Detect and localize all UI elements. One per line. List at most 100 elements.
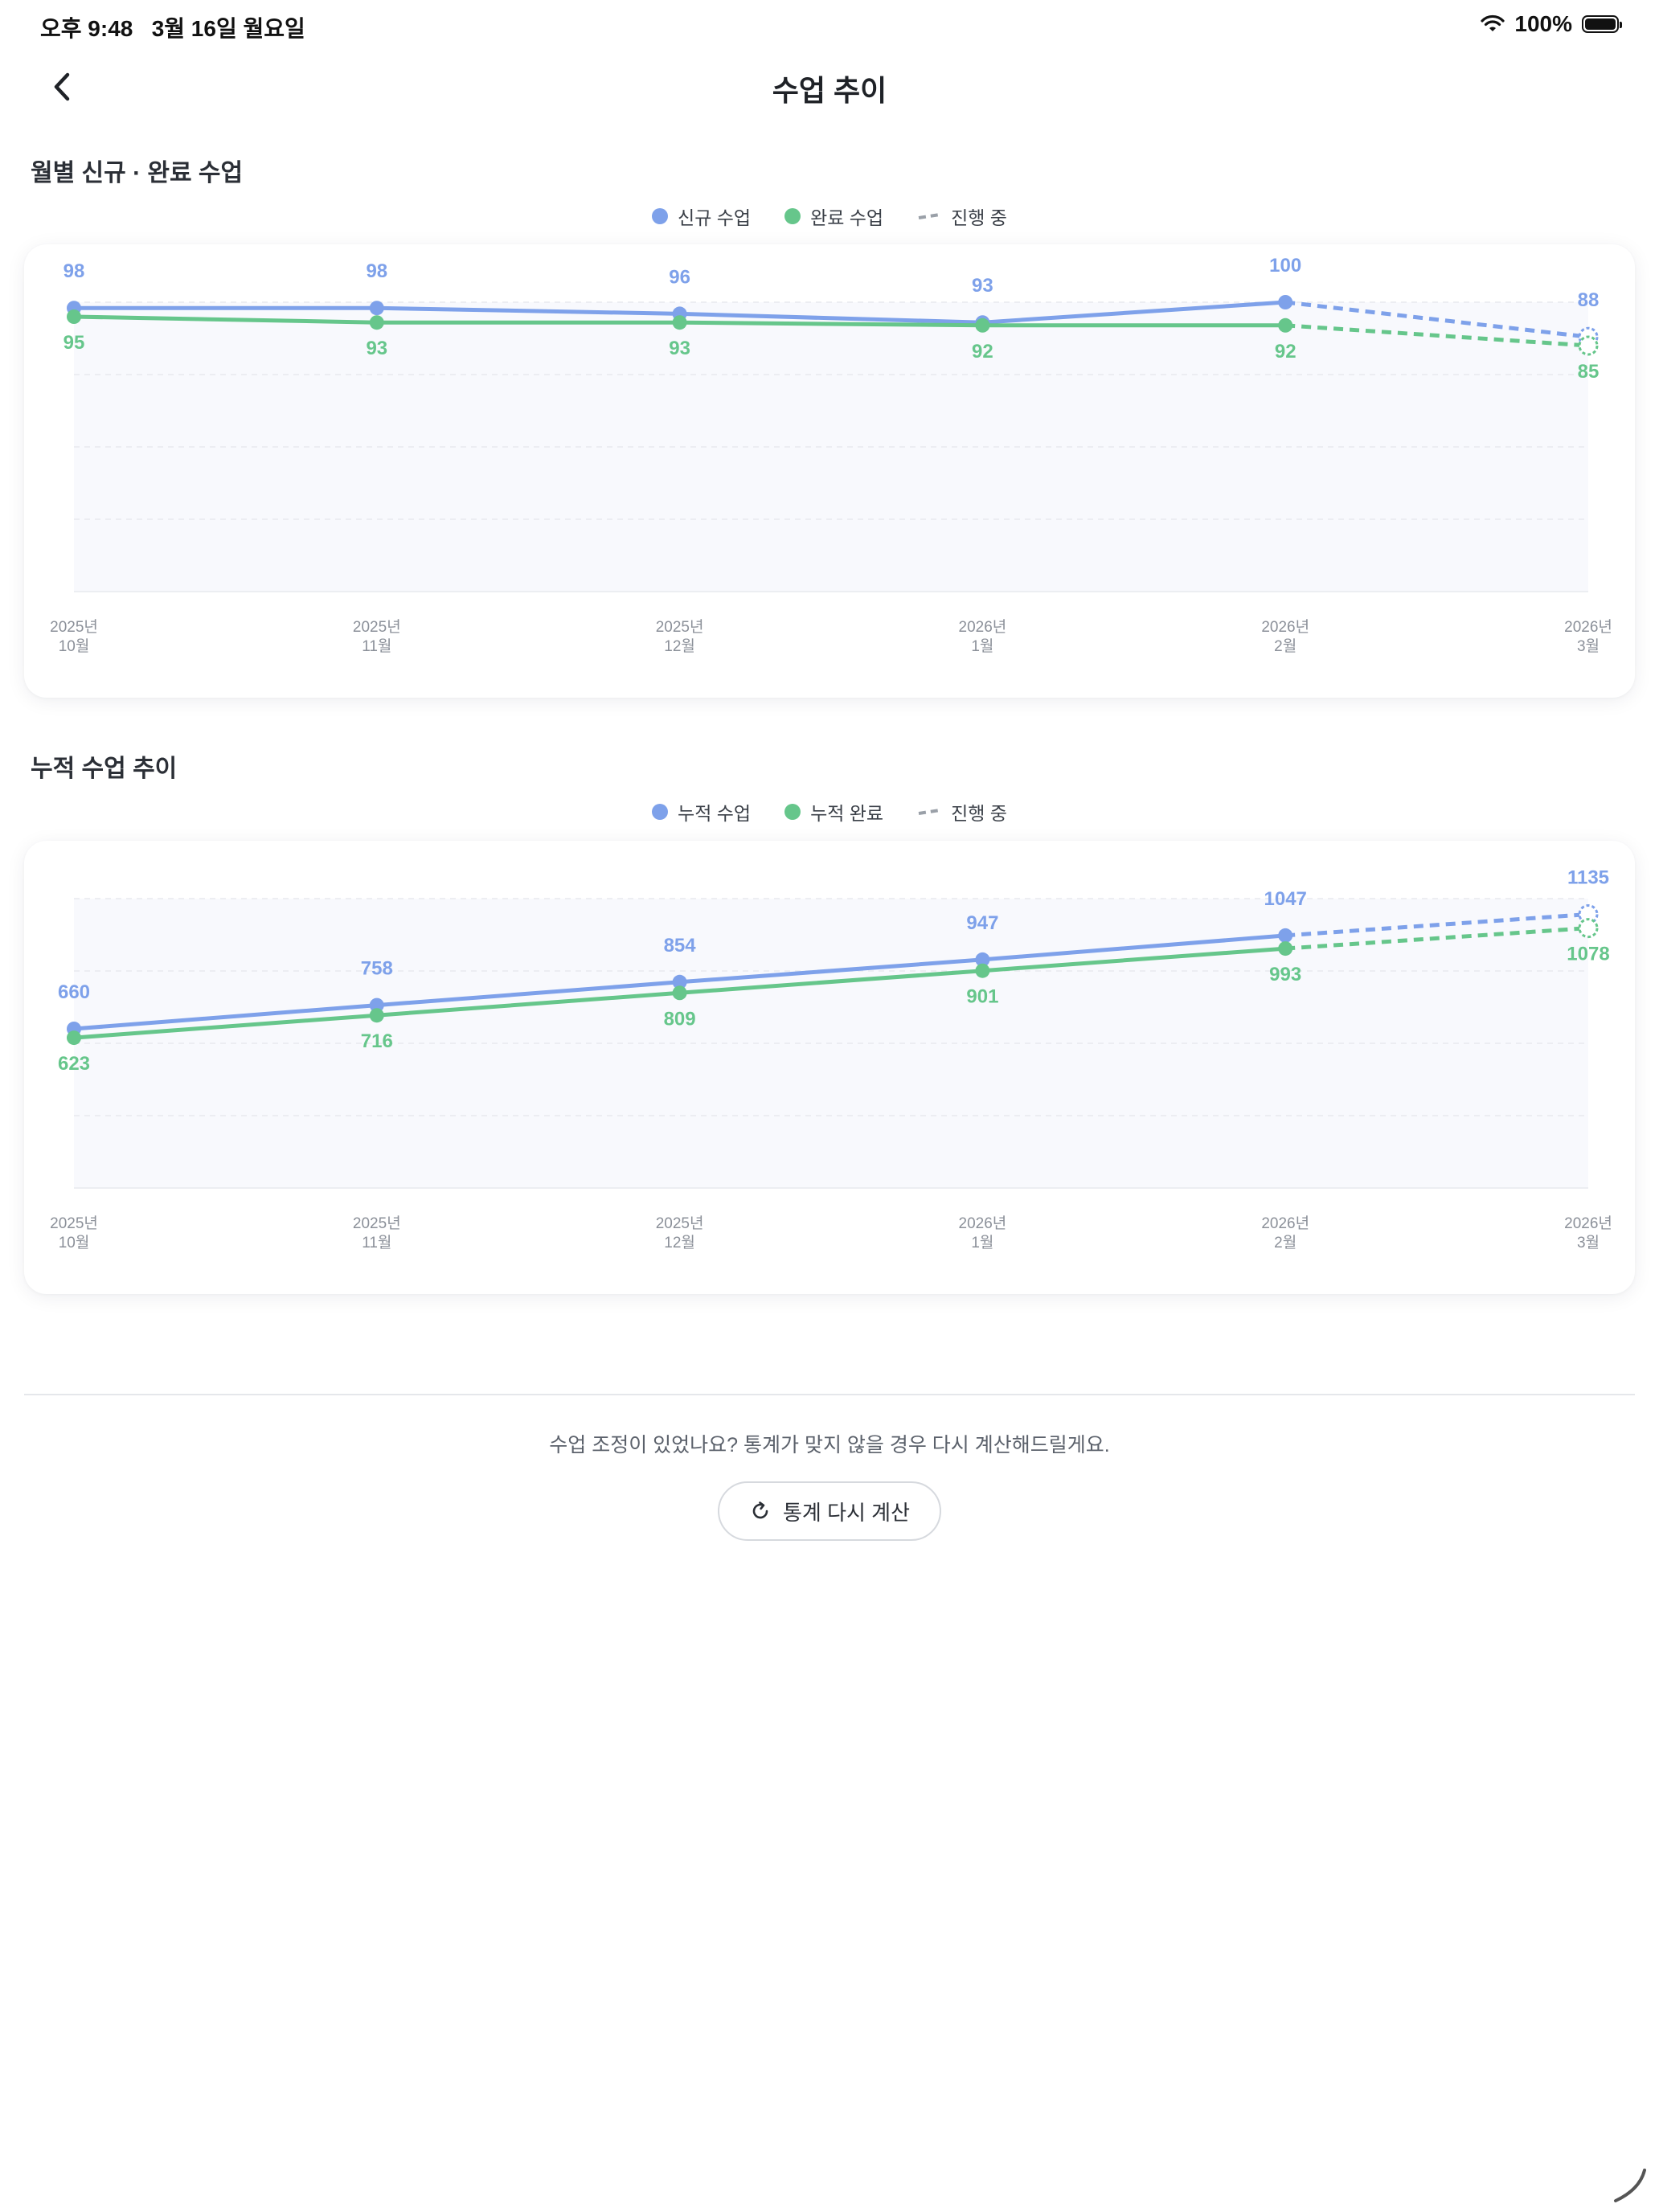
- series-line-progress-blue: [1284, 300, 1589, 339]
- data-point: [1278, 941, 1293, 956]
- cumulative-legend: 누적 수업 누적 완료 진행 중: [0, 798, 1659, 825]
- data-point-progress: [1578, 918, 1599, 939]
- page-title: 수업 추이: [772, 74, 887, 107]
- legend-item-done: 완료 수업: [784, 203, 883, 230]
- status-bar: 오후 9:48 3월 16일 월요일 100%: [0, 0, 1659, 51]
- data-label: 92: [1275, 341, 1296, 363]
- dashed-line-icon: [918, 213, 940, 219]
- x-tick-label-month: 1월: [971, 637, 993, 655]
- legend-dot-blue: [652, 804, 669, 820]
- legend-item-cumulative-done: 누적 완료: [784, 798, 883, 825]
- recalc-message: 수업 조정이 있었나요? 통계가 맞지 않을 경우 다시 계산해드릴게요.: [549, 1434, 1110, 1456]
- refresh-icon: [752, 1501, 768, 1519]
- battery-icon: [1582, 15, 1622, 33]
- chevron-left-icon: [54, 72, 70, 101]
- x-tick-label-month: 10월: [59, 1234, 90, 1251]
- data-label: 98: [366, 260, 387, 282]
- monthly-section-title: 월별 신규 · 완료 수업: [31, 160, 244, 186]
- data-label: 93: [669, 338, 690, 359]
- recalc-button-label: 통계 다시 계산: [783, 1500, 910, 1525]
- data-label: 1135: [1567, 867, 1609, 889]
- cumulative-chart: 660 758 854 947 1047 1135 623 716 809 901 993 1078 2…: [50, 867, 1612, 1252]
- data-label: 100: [1269, 255, 1301, 276]
- data-label: 901: [966, 986, 998, 1008]
- legend-label-new: 신규 수업: [678, 207, 752, 228]
- x-tick-label-month: 11월: [362, 637, 391, 655]
- x-tick-label-year: 2025년: [656, 1215, 704, 1232]
- x-tick-label-year: 2025년: [50, 618, 98, 636]
- data-point-progress: [1578, 335, 1599, 356]
- data-point: [369, 1008, 384, 1023]
- data-point: [1278, 295, 1293, 309]
- x-tick-label-year: 2026년: [1564, 618, 1612, 636]
- data-label: 854: [664, 935, 697, 956]
- legend-label-progress: 진행 중: [951, 803, 1007, 824]
- scroll-corner-indicator: [1614, 2169, 1646, 2202]
- cumulative-section-title: 누적 수업 추이: [31, 756, 178, 782]
- legend-dot-green: [784, 804, 801, 820]
- data-point: [975, 952, 990, 967]
- x-tick-label-month: 2월: [1274, 637, 1296, 655]
- series-line-progress-green: [1285, 323, 1589, 348]
- x-tick-label-month: 2월: [1274, 1234, 1296, 1251]
- nav-header: 수업 추이: [0, 56, 1659, 117]
- monthly-chart-card: 98 98 96 93 100 88 95 93 93 92 92 85 2025년 10월 2025년 11…: [24, 244, 1635, 698]
- status-indicators: 100%: [1481, 11, 1622, 37]
- recalc-button[interactable]: 통계 다시 계산: [718, 1481, 941, 1541]
- x-tick-label-year: 2026년: [959, 1215, 1007, 1232]
- data-point: [67, 1030, 81, 1046]
- x-tick-label-year: 2025년: [656, 618, 704, 636]
- battery-percent: 100%: [1514, 11, 1572, 36]
- data-point: [1278, 317, 1293, 333]
- status-date: 3월 16일 월요일: [151, 16, 305, 41]
- x-tick-label-month: 1월: [971, 1234, 993, 1251]
- data-label: 947: [966, 912, 998, 934]
- data-label: 92: [972, 341, 993, 363]
- legend-dot-blue: [652, 208, 669, 224]
- data-point: [975, 963, 990, 978]
- x-tick-label-month: 3월: [1577, 637, 1600, 655]
- data-point: [369, 301, 384, 316]
- data-point: [672, 315, 687, 330]
- legend-item-progress: 진행 중: [917, 798, 1007, 825]
- x-tick-label-month: 12월: [664, 1234, 695, 1251]
- data-point: [975, 317, 990, 333]
- dashed-line-icon: [918, 809, 940, 815]
- data-label: 1047: [1264, 888, 1307, 910]
- x-tick-label-year: 2026년: [1261, 1215, 1309, 1232]
- data-label: 993: [1269, 964, 1301, 985]
- data-label: 1078: [1567, 944, 1609, 965]
- series-line-progress-blue: [1285, 912, 1589, 938]
- legend-label-progress: 진행 중: [951, 207, 1007, 228]
- legend-item-cumulative: 누적 수업: [652, 798, 751, 825]
- data-label: 716: [361, 1030, 393, 1052]
- data-point: [672, 985, 687, 1001]
- data-label: 88: [1578, 289, 1600, 311]
- monthly-legend: 신규 수업 완료 수업 진행 중: [0, 203, 1659, 230]
- cumulative-chart-card: 660 758 854 947 1047 1135 623 716 809 901 993 1078 2…: [24, 841, 1635, 1294]
- wifi-icon: [1481, 14, 1505, 31]
- back-button[interactable]: [42, 66, 84, 108]
- data-point: [67, 309, 81, 324]
- x-tick-label-month: 11월: [362, 1234, 391, 1251]
- data-label: 758: [361, 958, 393, 980]
- data-label: 623: [58, 1053, 90, 1075]
- data-point: [672, 974, 687, 989]
- legend-label-cumulative: 누적 수업: [678, 803, 752, 824]
- legend-label-cumulative-done: 누적 완료: [810, 803, 884, 824]
- x-tick-label-year: 2026년: [1564, 1215, 1612, 1232]
- data-point: [369, 315, 384, 330]
- legend-label-done: 완료 수업: [810, 207, 884, 228]
- x-tick-label-year: 2025년: [353, 618, 401, 636]
- legend-item-new: 신규 수업: [652, 203, 751, 230]
- legend-item-progress: 진행 중: [917, 203, 1007, 230]
- data-label: 93: [972, 275, 993, 297]
- x-tick-label-month: 10월: [59, 637, 90, 655]
- data-point: [1278, 928, 1293, 943]
- series-line-progress-green: [1285, 926, 1589, 951]
- data-label: 95: [63, 332, 85, 354]
- data-point: [369, 997, 384, 1013]
- x-tick-label-year: 2026년: [1261, 618, 1309, 636]
- data-label: 98: [63, 260, 85, 282]
- status-time: 오후 9:48: [40, 16, 133, 41]
